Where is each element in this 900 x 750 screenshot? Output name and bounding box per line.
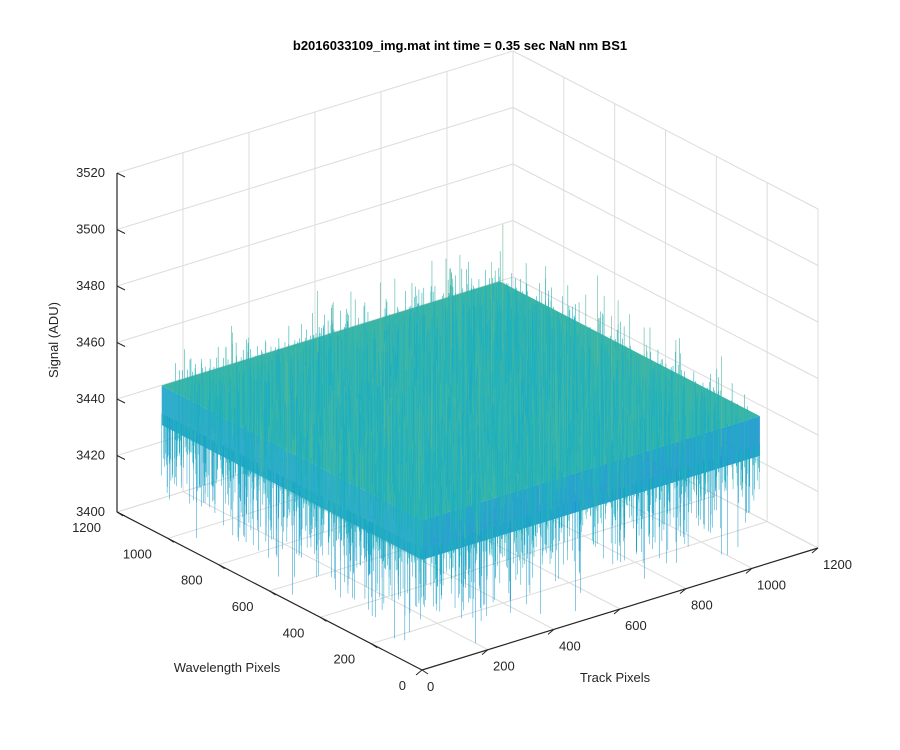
x-tick xyxy=(745,567,753,574)
x-tick xyxy=(811,547,819,554)
z-tick-label: 3420 xyxy=(76,448,105,463)
y-tick-label: 400 xyxy=(283,625,305,640)
x-tick-label: 600 xyxy=(625,618,647,633)
y-tick-label: 600 xyxy=(232,599,254,614)
grid-line xyxy=(116,50,514,174)
y-tick xyxy=(320,616,327,622)
y-tick-label: 1200 xyxy=(72,520,101,535)
x-tick-label: 1000 xyxy=(757,577,786,592)
grid-line xyxy=(512,107,819,266)
z-tick xyxy=(116,398,126,404)
x-tick-label: 1200 xyxy=(823,557,852,572)
y-tick-label: 800 xyxy=(181,573,203,588)
grid-line xyxy=(512,163,819,323)
z-axis-label: Signal (ADU) xyxy=(46,302,61,378)
y-axis-label: Wavelength Pixels xyxy=(174,660,281,675)
grid-line xyxy=(116,163,514,287)
z-tick xyxy=(116,511,126,517)
grid-line xyxy=(512,220,819,379)
y-tick xyxy=(218,564,225,570)
x-tick xyxy=(679,588,687,595)
front-axes xyxy=(116,172,819,676)
y-tick xyxy=(370,643,378,649)
grid-line xyxy=(116,220,514,343)
x-tick xyxy=(481,649,489,656)
x-tick-label: 0 xyxy=(427,679,434,694)
tick-labels: 0 200 400 600 800 1000 1200 0 200 400 600 800 1000 12… xyxy=(72,165,852,694)
grid-line xyxy=(512,276,819,436)
z-tick-label: 3520 xyxy=(76,165,105,180)
z-tick-label: 3500 xyxy=(76,222,105,237)
grid-line xyxy=(116,276,514,400)
y-tick-label: 1000 xyxy=(123,546,152,561)
y-tick-label: 200 xyxy=(333,652,355,667)
x-tick-label: 800 xyxy=(691,598,713,613)
chart-title: b2016033109_img.mat int time = 0.35 sec … xyxy=(293,38,627,53)
surface-top xyxy=(161,224,760,584)
x-tick xyxy=(415,669,423,676)
z-tick xyxy=(116,172,126,178)
x-tick xyxy=(547,628,555,635)
x-tick-label: 200 xyxy=(493,659,515,674)
z-tick-label: 3480 xyxy=(76,278,105,293)
z-tick xyxy=(116,342,126,347)
y-tick xyxy=(269,590,276,596)
y-tick-label: 0 xyxy=(399,678,406,693)
z-tick-label: 3400 xyxy=(76,504,105,519)
z-tick-label: 3440 xyxy=(76,391,105,406)
z-tick-label: 3460 xyxy=(76,335,105,350)
z-tick xyxy=(116,285,126,291)
z-tick xyxy=(116,455,126,460)
z-tick xyxy=(116,229,126,234)
y-tick xyxy=(167,537,175,543)
x-tick xyxy=(613,608,621,615)
y-tick xyxy=(421,669,429,675)
x-axis-label: Track Pixels xyxy=(580,670,651,685)
grid-line xyxy=(116,107,514,230)
grid-line xyxy=(512,50,819,210)
x-tick-label: 400 xyxy=(559,638,581,653)
